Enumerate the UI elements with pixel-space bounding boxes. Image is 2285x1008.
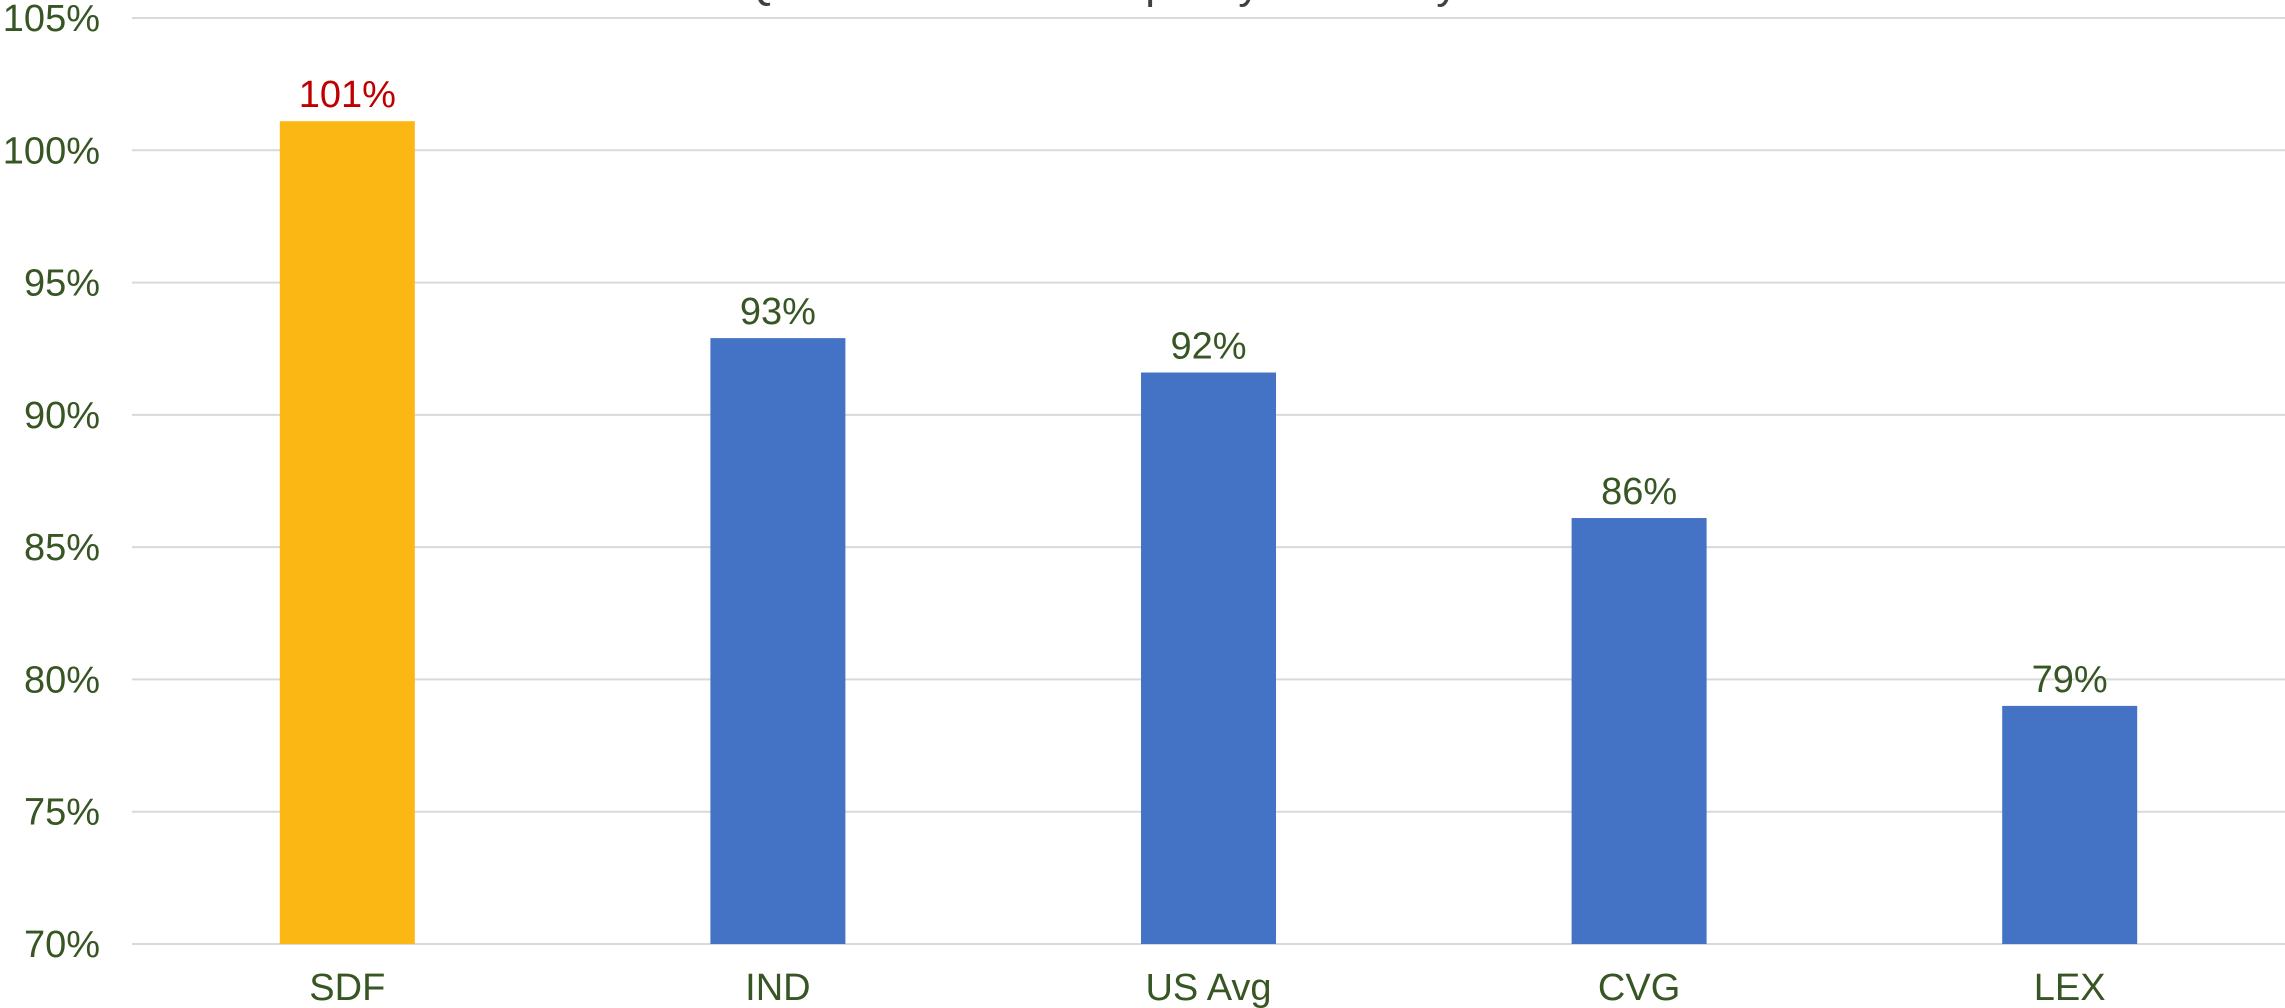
y-tick-label: 105% [3,0,100,40]
bar-ind [710,338,846,944]
x-tick-label: SDF [309,967,385,1008]
data-label: 86% [1601,471,1677,513]
data-label: 93% [740,291,816,333]
bar-lex [2002,705,2138,944]
y-tick-label: 70% [24,924,100,966]
x-tick-label: CVG [1598,967,1680,1008]
data-label: 79% [2032,659,2108,701]
bar-us-avg [1141,372,1276,944]
data-label: 101% [299,74,396,116]
y-tick-label: 75% [24,792,100,834]
x-tick-label: IND [745,967,810,1008]
data-label: 92% [1170,326,1246,368]
y-tick-label: 80% [24,659,100,701]
bars [279,121,2138,944]
x-tick-label: LEX [2034,967,2106,1008]
y-tick-label: 85% [24,527,100,569]
x-tick-label: US Avg [1145,967,1271,1008]
bar-sdf [279,121,415,944]
chart-title: Q1 2022 vs 2019 Capacity Recovery [742,0,1459,8]
data-labels: 101% 93% 92% 86% 79% [299,74,2108,701]
y-tick-label: 100% [3,130,100,172]
y-axis-ticks: 70% 75% 80% 85% 90% 95% 100% 105% [3,0,100,966]
x-axis-ticks: SDF IND US Avg CVG LEX [309,967,2105,1008]
y-tick-label: 95% [24,263,100,305]
y-tick-label: 90% [24,395,100,437]
bar-cvg [1571,518,1707,944]
